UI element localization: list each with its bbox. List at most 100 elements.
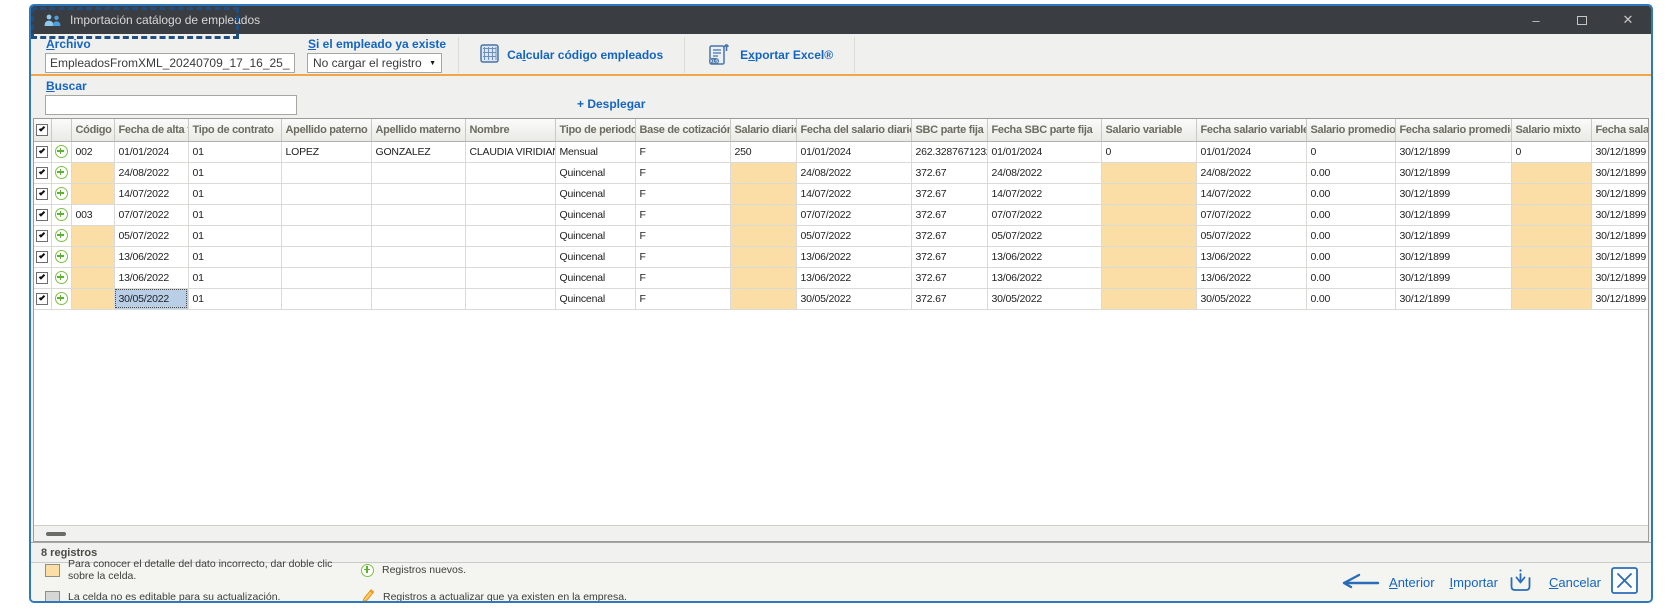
table-cell[interactable]: 0.00 bbox=[1306, 225, 1396, 247]
table-cell[interactable] bbox=[1511, 267, 1592, 289]
table-cell[interactable] bbox=[1511, 204, 1592, 226]
row-select-cell[interactable] bbox=[34, 204, 52, 226]
table-cell[interactable]: 30/05/2022 bbox=[1196, 288, 1307, 310]
column-header-fecha-del-salario-diario[interactable]: Fecha del salario diario bbox=[796, 119, 912, 142]
table-cell[interactable]: 01/01/2024 bbox=[114, 141, 189, 163]
table-cell[interactable]: Quincenal bbox=[555, 162, 636, 184]
table-cell[interactable] bbox=[371, 246, 466, 268]
table-cell[interactable]: 13/06/2022 bbox=[114, 246, 189, 268]
table-cell[interactable] bbox=[730, 288, 797, 310]
table-cell[interactable]: Quincenal bbox=[555, 288, 636, 310]
column-header-fecha-sbc-parte-fija[interactable]: Fecha SBC parte fija bbox=[987, 119, 1102, 142]
table-cell[interactable]: F bbox=[635, 141, 731, 163]
table-cell[interactable]: 0 bbox=[1306, 141, 1396, 163]
table-cell[interactable]: 01 bbox=[188, 288, 282, 310]
table-cell[interactable]: 05/07/2022 bbox=[1196, 225, 1307, 247]
desplegar-link[interactable]: + Desplegar bbox=[577, 97, 646, 111]
select-all-header[interactable] bbox=[34, 119, 52, 142]
table-cell[interactable] bbox=[371, 162, 466, 184]
maximize-button[interactable] bbox=[1559, 6, 1605, 34]
table-cell[interactable]: 0.00 bbox=[1306, 183, 1396, 205]
archivo-input[interactable] bbox=[45, 53, 295, 73]
table-cell[interactable]: 0.00 bbox=[1306, 267, 1396, 289]
column-header-tipo-de-periodo[interactable]: Tipo de periodo bbox=[555, 119, 636, 142]
table-cell[interactable] bbox=[465, 288, 556, 310]
table-cell[interactable]: 30/12/1899 bbox=[1395, 288, 1512, 310]
table-cell[interactable]: F bbox=[635, 267, 731, 289]
table-cell[interactable]: 250 bbox=[730, 141, 797, 163]
table-cell[interactable]: 14/07/2022 bbox=[1196, 183, 1307, 205]
table-cell[interactable]: 01 bbox=[188, 267, 282, 289]
table-cell[interactable]: F bbox=[635, 204, 731, 226]
column-header-salario-mixto[interactable]: Salario mixto bbox=[1511, 119, 1592, 142]
table-cell[interactable] bbox=[1511, 162, 1592, 184]
table-cell[interactable]: 24/08/2022 bbox=[987, 162, 1102, 184]
horizontal-scrollbar-thumb[interactable] bbox=[46, 532, 66, 536]
table-cell[interactable]: 30/05/2022 bbox=[987, 288, 1102, 310]
close-button[interactable]: ✕ bbox=[1622, 12, 1634, 27]
row-checkbox[interactable] bbox=[36, 166, 49, 179]
table-cell[interactable] bbox=[1511, 246, 1592, 268]
calcular-codigo-button[interactable]: Calcular código empleados bbox=[468, 36, 675, 74]
column-header-apellido-materno[interactable]: Apellido materno bbox=[371, 119, 466, 142]
table-cell[interactable] bbox=[281, 183, 372, 205]
table-cell[interactable]: 0 bbox=[1101, 141, 1197, 163]
table-cell[interactable]: 01 bbox=[188, 141, 282, 163]
table-cell[interactable]: 13/06/2022 bbox=[114, 267, 189, 289]
table-cell[interactable] bbox=[371, 204, 466, 226]
table-cell[interactable]: 0.00 bbox=[1306, 288, 1396, 310]
table-cell[interactable]: 13/06/2022 bbox=[796, 267, 912, 289]
table-cell[interactable]: F bbox=[635, 288, 731, 310]
row-select-cell[interactable] bbox=[34, 162, 52, 184]
column-header-base-de-cotizaci-n[interactable]: Base de cotización bbox=[635, 119, 731, 142]
table-cell[interactable] bbox=[371, 267, 466, 289]
table-cell[interactable]: 01/01/2024 bbox=[1196, 141, 1307, 163]
table-cell[interactable]: 24/08/2022 bbox=[1196, 162, 1307, 184]
table-cell[interactable]: 30/12/1899 bbox=[1395, 225, 1512, 247]
table-cell[interactable]: 0.00 bbox=[1306, 204, 1396, 226]
table-cell[interactable] bbox=[1511, 288, 1592, 310]
table-cell[interactable] bbox=[730, 204, 797, 226]
table-cell[interactable]: 14/07/2022 bbox=[114, 183, 189, 205]
table-cell[interactable] bbox=[465, 225, 556, 247]
row-checkbox[interactable] bbox=[36, 271, 49, 284]
buscar-input[interactable] bbox=[45, 95, 297, 115]
table-cell[interactable]: 01/01/2024 bbox=[987, 141, 1102, 163]
table-cell[interactable] bbox=[71, 267, 115, 289]
column-header-nombre[interactable]: Nombre bbox=[465, 119, 556, 142]
table-cell[interactable] bbox=[1101, 225, 1197, 247]
table-cell[interactable] bbox=[71, 288, 115, 310]
table-cell[interactable] bbox=[1101, 267, 1197, 289]
exportar-excel-button[interactable]: XLS Exportar Excel® bbox=[694, 36, 845, 74]
column-header-fecha-salario-variable[interactable]: Fecha salario variable bbox=[1196, 119, 1307, 142]
table-cell[interactable]: 01 bbox=[188, 225, 282, 247]
table-cell[interactable] bbox=[730, 246, 797, 268]
table-cell[interactable]: Quincenal bbox=[555, 267, 636, 289]
minimize-button[interactable]: – bbox=[1532, 12, 1540, 28]
table-cell[interactable]: 262.3287671232 bbox=[911, 141, 988, 163]
table-cell[interactable]: 07/07/2022 bbox=[987, 204, 1102, 226]
table-cell[interactable]: 30/12/1899 bbox=[1591, 225, 1648, 247]
table-cell[interactable]: 07/07/2022 bbox=[796, 204, 912, 226]
table-cell[interactable]: 30/12/1899 bbox=[1591, 141, 1648, 163]
table-cell[interactable] bbox=[1101, 288, 1197, 310]
row-select-cell[interactable] bbox=[34, 288, 52, 310]
row-checkbox[interactable] bbox=[36, 250, 49, 263]
table-cell[interactable]: 372.67 bbox=[911, 162, 988, 184]
row-checkbox[interactable] bbox=[36, 187, 49, 200]
table-cell[interactable]: 13/06/2022 bbox=[1196, 246, 1307, 268]
cancelar-button[interactable]: Cancelar bbox=[1549, 566, 1639, 598]
table-cell[interactable]: 14/07/2022 bbox=[796, 183, 912, 205]
table-cell[interactable]: 24/08/2022 bbox=[796, 162, 912, 184]
select-all-checkbox[interactable] bbox=[36, 123, 49, 136]
table-cell[interactable] bbox=[281, 288, 372, 310]
table-cell[interactable]: 30/05/2022 bbox=[114, 288, 189, 310]
table-cell[interactable] bbox=[465, 246, 556, 268]
table-cell[interactable] bbox=[730, 267, 797, 289]
table-cell[interactable] bbox=[71, 183, 115, 205]
table-cell[interactable]: 372.67 bbox=[911, 183, 988, 205]
table-cell[interactable]: 13/06/2022 bbox=[987, 246, 1102, 268]
column-header-salario-diario[interactable]: Salario diario bbox=[730, 119, 797, 142]
table-cell[interactable] bbox=[71, 225, 115, 247]
table-cell[interactable]: 0.00 bbox=[1306, 162, 1396, 184]
